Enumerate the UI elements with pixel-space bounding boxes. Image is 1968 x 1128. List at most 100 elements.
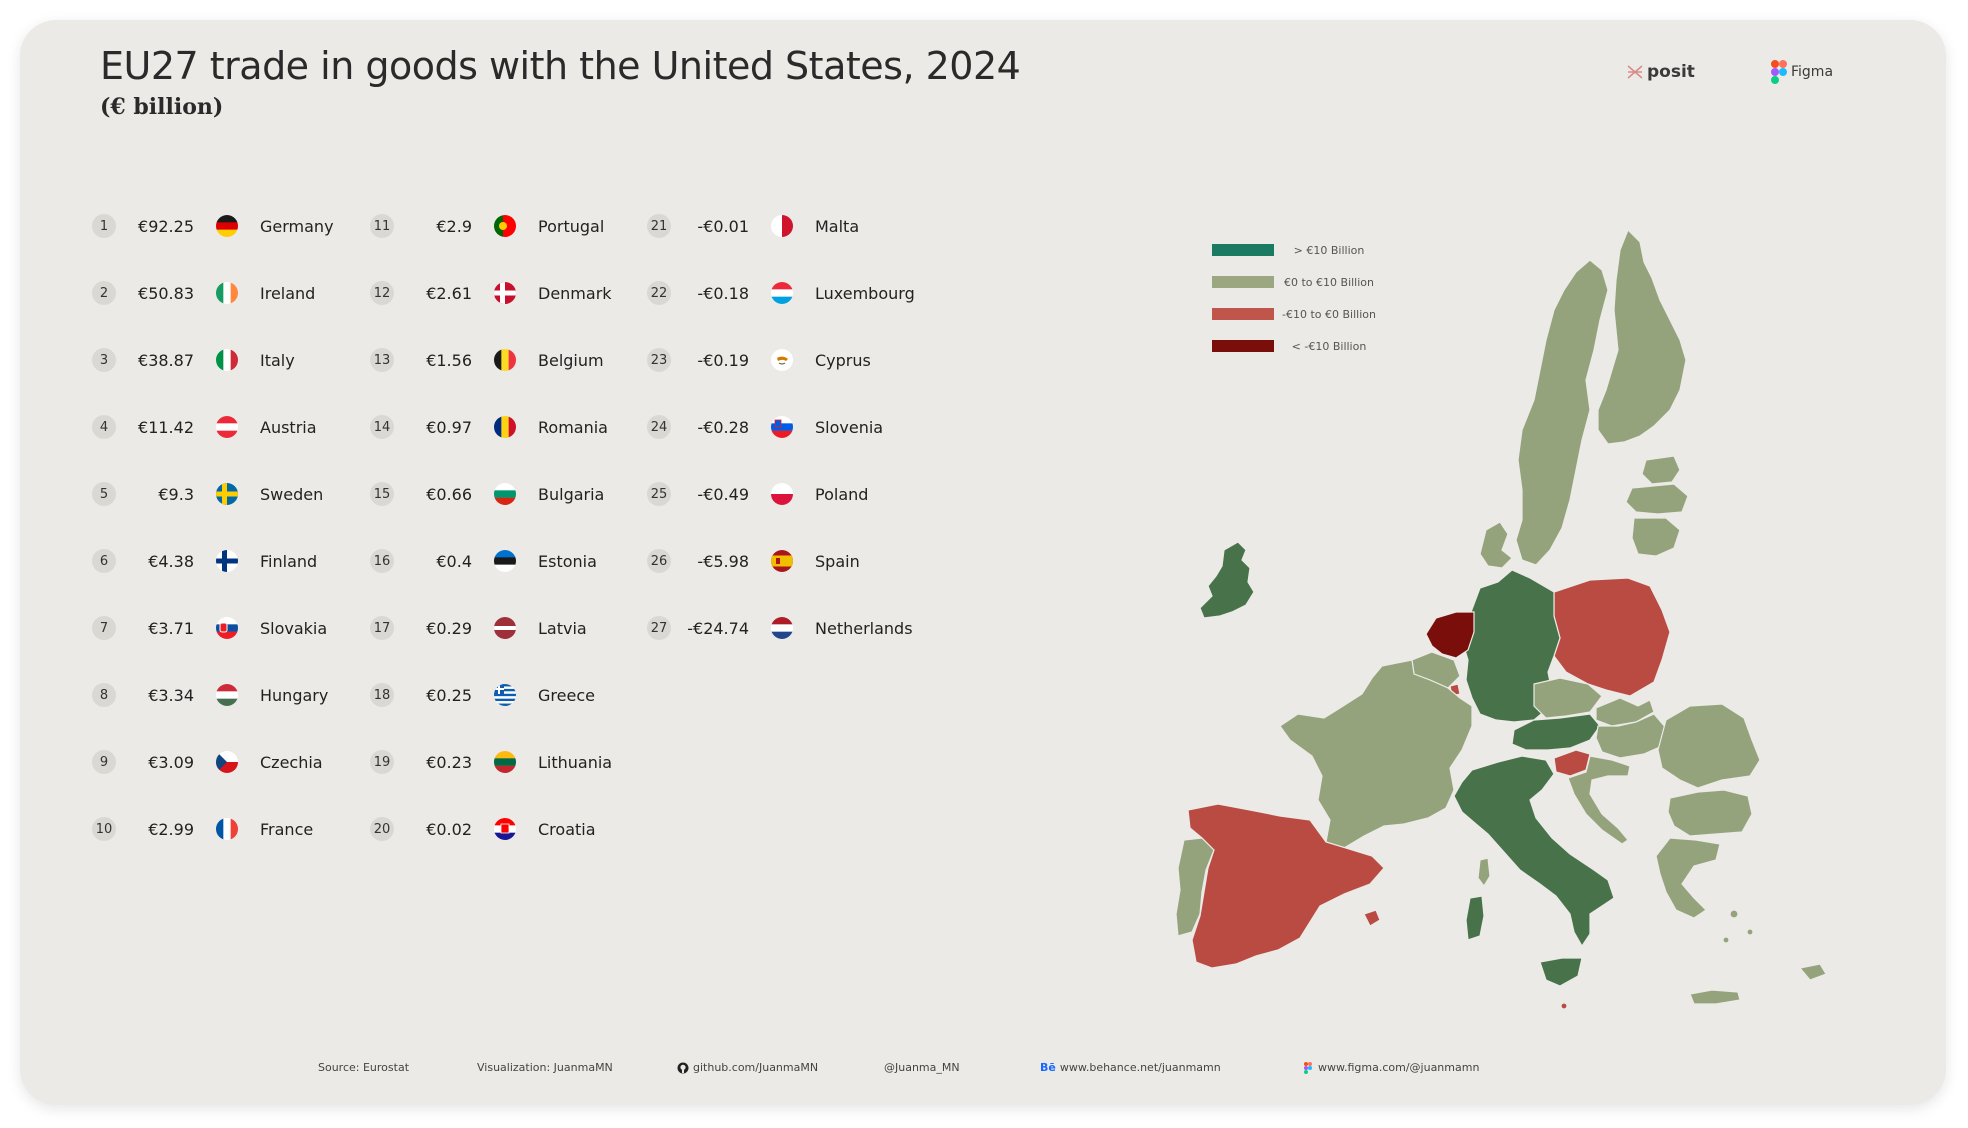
spain-flag-icon	[771, 550, 793, 572]
finland-flag-icon	[216, 550, 238, 572]
country-name: Slovakia	[260, 618, 328, 638]
rank-badge: 8	[92, 683, 116, 707]
rank-badge: 5	[92, 482, 116, 506]
ranking-row: 5 €9.3 Sweden	[92, 479, 422, 509]
country-name: Sweden	[260, 484, 324, 504]
country-name: Belgium	[538, 350, 604, 370]
trade-value: €2.61	[426, 283, 472, 303]
map-bulgaria	[1667, 789, 1753, 837]
croatia-flag-icon	[494, 818, 516, 840]
rank-badge: 17	[370, 616, 394, 640]
trade-value: €0.66	[426, 484, 472, 504]
ranking-row: 8 €3.34 Hungary	[92, 680, 422, 710]
map-denmark	[1479, 521, 1513, 569]
country-name: Netherlands	[815, 618, 913, 638]
legend-item: < -€10 Billion	[1212, 338, 1412, 354]
legend-label: €0 to €10 Billion	[1284, 275, 1374, 289]
country-name: Slovenia	[815, 417, 884, 437]
map-sweden	[1515, 259, 1609, 566]
germany-flag-icon	[216, 215, 238, 237]
figma-logo: Figma	[1771, 60, 1833, 84]
ranking-row: 23 -€0.19 Cyprus	[647, 345, 977, 375]
rank-badge: 22	[647, 281, 671, 305]
rank-badge: 19	[370, 750, 394, 774]
trade-value: €92.25	[138, 216, 194, 236]
rank-badge: 16	[370, 549, 394, 573]
ranking-row: 14 €0.97 Romania	[370, 412, 700, 442]
greece-flag-icon	[494, 684, 516, 706]
posit-logo: posit	[1627, 62, 1695, 82]
github-icon	[677, 1062, 689, 1073]
ranking-row: 25 -€0.49 Poland	[647, 479, 977, 509]
map-france	[1279, 659, 1473, 849]
legend-label: > €10 Billion	[1293, 243, 1365, 257]
trade-value: €3.71	[148, 618, 194, 638]
trade-value: €0.29	[426, 618, 472, 638]
ranking-row: 11 €2.9 Portugal	[370, 211, 700, 241]
slovenia-flag-icon	[771, 416, 793, 438]
ranking-row: 10 €2.99 France	[92, 814, 422, 844]
country-name: Luxembourg	[815, 283, 915, 303]
trade-value: €9.3	[158, 484, 194, 504]
map-italy	[1453, 755, 1615, 948]
footer-behance-text: www.behance.net/juanmamn	[1059, 1061, 1221, 1074]
legend-swatch	[1212, 308, 1274, 320]
rank-badge: 27	[647, 616, 671, 640]
rank-badge: 13	[370, 348, 394, 372]
lithuania-flag-icon	[494, 751, 516, 773]
ranking-row: 22 -€0.18 Luxembourg	[647, 278, 977, 308]
france-flag-icon	[216, 818, 238, 840]
footer-twitter-handle[interactable]: @Juanma_MN	[884, 1061, 960, 1074]
footer: Source: Eurostat Visualization: JuanmaMN…	[0, 1061, 1968, 1081]
netherlands-flag-icon	[771, 617, 793, 639]
map-crete	[1689, 989, 1741, 1005]
map-sardinia	[1465, 895, 1485, 941]
rank-badge: 9	[92, 750, 116, 774]
country-name: France	[260, 819, 314, 839]
belgium-flag-icon	[494, 349, 516, 371]
country-name: Estonia	[538, 551, 597, 571]
country-name: Lithuania	[538, 752, 613, 772]
map-cyprus	[1798, 963, 1827, 981]
footer-github-text: github.com/JuanmaMN	[693, 1061, 819, 1074]
map-greece	[1655, 837, 1721, 919]
rank-badge: 24	[647, 415, 671, 439]
rank-badge: 12	[370, 281, 394, 305]
map-estonia	[1641, 455, 1681, 485]
rank-badge: 20	[370, 817, 394, 841]
footer-figma-link[interactable]: www.figma.com/@juanmamn	[1302, 1061, 1479, 1074]
trade-value: €2.9	[436, 216, 472, 236]
posit-mark-icon	[1627, 65, 1643, 79]
romania-flag-icon	[494, 416, 516, 438]
ireland-flag-icon	[216, 282, 238, 304]
ranking-row: 3 €38.87 Italy	[92, 345, 422, 375]
footer-github-link[interactable]: github.com/JuanmaMN	[677, 1061, 818, 1074]
rank-badge: 1	[92, 214, 116, 238]
czechia-flag-icon	[216, 751, 238, 773]
footer-behance-link[interactable]: Bē www.behance.net/juanmamn	[1040, 1061, 1221, 1074]
poland-flag-icon	[771, 483, 793, 505]
ranking-row: 17 €0.29 Latvia	[370, 613, 700, 643]
ranking-row: 2 €50.83 Ireland	[92, 278, 422, 308]
ranking-row: 27 -€24.74 Netherlands	[647, 613, 977, 643]
ranking-row: 18 €0.25 Greece	[370, 680, 700, 710]
trade-value: €0.97	[426, 417, 472, 437]
ranking-row: 24 -€0.28 Slovenia	[647, 412, 977, 442]
legend-item: €0 to €10 Billion	[1212, 274, 1412, 290]
rank-badge: 26	[647, 549, 671, 573]
trade-value: €1.56	[426, 350, 472, 370]
ranking-row: 16 €0.4 Estonia	[370, 546, 700, 576]
country-name: Croatia	[538, 819, 596, 839]
map-aegean-islands-2	[1746, 928, 1754, 936]
rank-badge: 25	[647, 482, 671, 506]
country-name: Germany	[260, 216, 334, 236]
footer-twitter-text: @Juanma_MN	[884, 1061, 960, 1074]
europe-map	[1175, 228, 1827, 1010]
trade-value: €50.83	[138, 283, 194, 303]
rank-badge: 2	[92, 281, 116, 305]
ranking-row: 19 €0.23 Lithuania	[370, 747, 700, 777]
country-name: Czechia	[260, 752, 323, 772]
map-spain	[1187, 803, 1385, 969]
slovakia-flag-icon	[216, 617, 238, 639]
rank-badge: 18	[370, 683, 394, 707]
